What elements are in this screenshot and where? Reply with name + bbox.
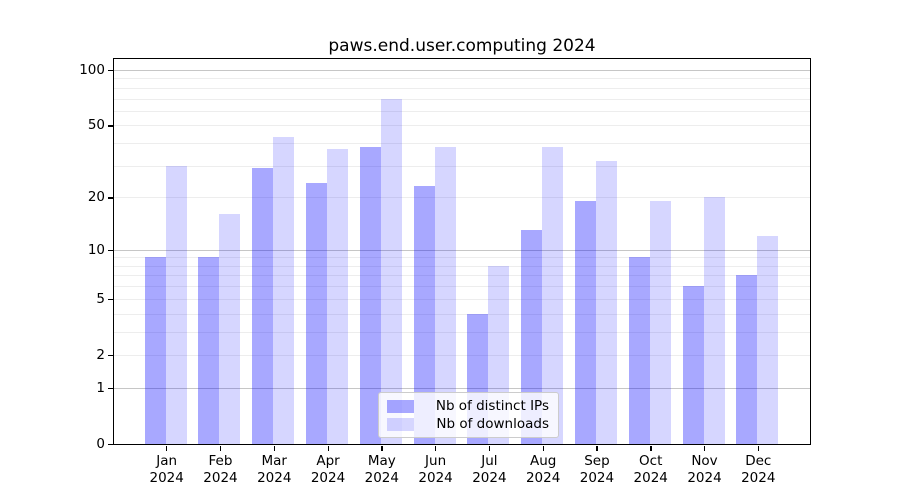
x-tick-label-mar: Mar 2024	[257, 452, 292, 486]
x-tick-label-oct: Oct 2024	[633, 452, 668, 486]
minor-gridline	[114, 78, 810, 80]
x-tick-label-jan: Jan 2024	[149, 452, 184, 486]
y-tick-mark	[108, 69, 113, 72]
y-tick-mark	[108, 197, 113, 199]
bar-downloads-jan	[165, 165, 187, 444]
legend-row-downloads: Nb of downloads	[387, 416, 549, 432]
x-tick-label-sep: Sep 2024	[579, 452, 615, 486]
bar-downloads-sep	[595, 160, 617, 444]
y-tick-label: 0	[96, 436, 105, 452]
bar-distinct-ips-aug	[521, 230, 543, 444]
bar-downloads-dec	[757, 236, 779, 444]
x-tick-mark	[435, 446, 437, 451]
legend: Nb of distinct IPs Nb of downloads	[378, 392, 559, 438]
y-tick-mark	[108, 125, 113, 127]
x-tick-mark	[166, 446, 168, 451]
y-tick-mark	[108, 444, 113, 446]
x-tick-label-jul: Jul 2024	[472, 452, 507, 486]
x-tick-mark	[327, 446, 329, 451]
x-tick-label-feb: Feb 2024	[203, 452, 238, 486]
y-tick-mark	[108, 354, 113, 357]
x-tick-mark	[273, 446, 276, 451]
x-tick-mark	[542, 446, 544, 451]
y-tick-mark	[108, 387, 113, 390]
minor-gridline	[114, 257, 810, 259]
bar-distinct-ips-jan	[144, 257, 166, 444]
x-tick-mark	[219, 446, 222, 451]
minor-gridline	[114, 98, 810, 100]
minor-gridline	[114, 298, 810, 300]
bar-downloads-feb	[219, 214, 241, 444]
y-tick-label: 10	[87, 241, 105, 258]
major-gridline	[114, 69, 810, 71]
y-tick-label: 2	[96, 346, 105, 363]
minor-gridline	[114, 165, 810, 167]
y-tick-mark	[108, 298, 113, 301]
minor-gridline	[114, 275, 810, 277]
minor-gridline	[114, 143, 810, 145]
bar-downloads-aug	[542, 147, 564, 444]
legend-swatch-downloads	[387, 417, 414, 431]
x-tick-mark	[381, 446, 383, 451]
bar-distinct-ips-feb	[198, 257, 220, 444]
legend-label-distinct-ips: Nb of distinct IPs	[435, 398, 549, 414]
minor-gridline	[114, 354, 810, 356]
x-tick-mark	[596, 446, 598, 451]
minor-gridline	[114, 87, 810, 89]
x-tick-label-aug: Aug 2024	[525, 452, 561, 486]
bars-layer	[114, 59, 810, 444]
minor-gridline	[114, 110, 810, 112]
minor-gridline	[114, 313, 810, 315]
y-tick-label: 5	[96, 290, 105, 307]
bar-distinct-ips-sep	[574, 201, 596, 444]
plot-area	[113, 58, 811, 445]
legend-label-downloads: Nb of downloads	[436, 416, 549, 432]
y-tick-label: 50	[87, 117, 105, 134]
minor-gridline	[114, 125, 810, 127]
x-tick-mark	[488, 446, 491, 451]
bar-downloads-apr	[327, 149, 349, 444]
x-tick-label-jun: Jun 2024	[418, 452, 453, 486]
minor-gridline	[114, 286, 810, 288]
minor-gridline	[114, 265, 810, 267]
legend-row-distinct-ips: Nb of distinct IPs	[387, 398, 549, 414]
x-tick-mark	[757, 446, 760, 451]
major-gridline	[114, 249, 810, 251]
x-tick-label-may: May 2024	[364, 452, 399, 486]
legend-swatch-distinct-ips	[387, 399, 414, 413]
x-tick-label-nov: Nov 2024	[687, 452, 722, 486]
bar-downloads-jun	[434, 147, 456, 444]
bar-downloads-oct	[649, 201, 671, 444]
x-tick-mark	[704, 446, 706, 451]
chart-title: paws.end.user.computing 2024	[328, 36, 596, 56]
x-tick-label-dec: Dec 2024	[741, 452, 776, 486]
bar-distinct-ips-mar	[252, 168, 274, 444]
gridlines-layer	[114, 59, 810, 444]
y-tick-mark	[108, 249, 113, 251]
bar-distinct-ips-may	[359, 147, 381, 444]
minor-gridline	[114, 331, 810, 333]
x-tick-label-apr: Apr 2024	[310, 452, 346, 486]
y-tick-label: 1	[96, 379, 105, 396]
bar-downloads-mar	[273, 137, 295, 444]
bar-distinct-ips-apr	[306, 183, 328, 444]
y-tick-label: 100	[79, 61, 105, 78]
bar-distinct-ips-jun	[413, 186, 435, 444]
minor-gridline	[114, 197, 810, 199]
bar-distinct-ips-oct	[628, 257, 650, 444]
bar-downloads-may	[380, 98, 402, 444]
bar-distinct-ips-dec	[736, 275, 758, 444]
x-tick-mark	[650, 446, 652, 451]
major-gridline	[114, 387, 810, 389]
bar-distinct-ips-nov	[682, 286, 704, 444]
y-tick-label: 20	[87, 189, 105, 206]
bar-downloads-nov	[703, 197, 725, 444]
